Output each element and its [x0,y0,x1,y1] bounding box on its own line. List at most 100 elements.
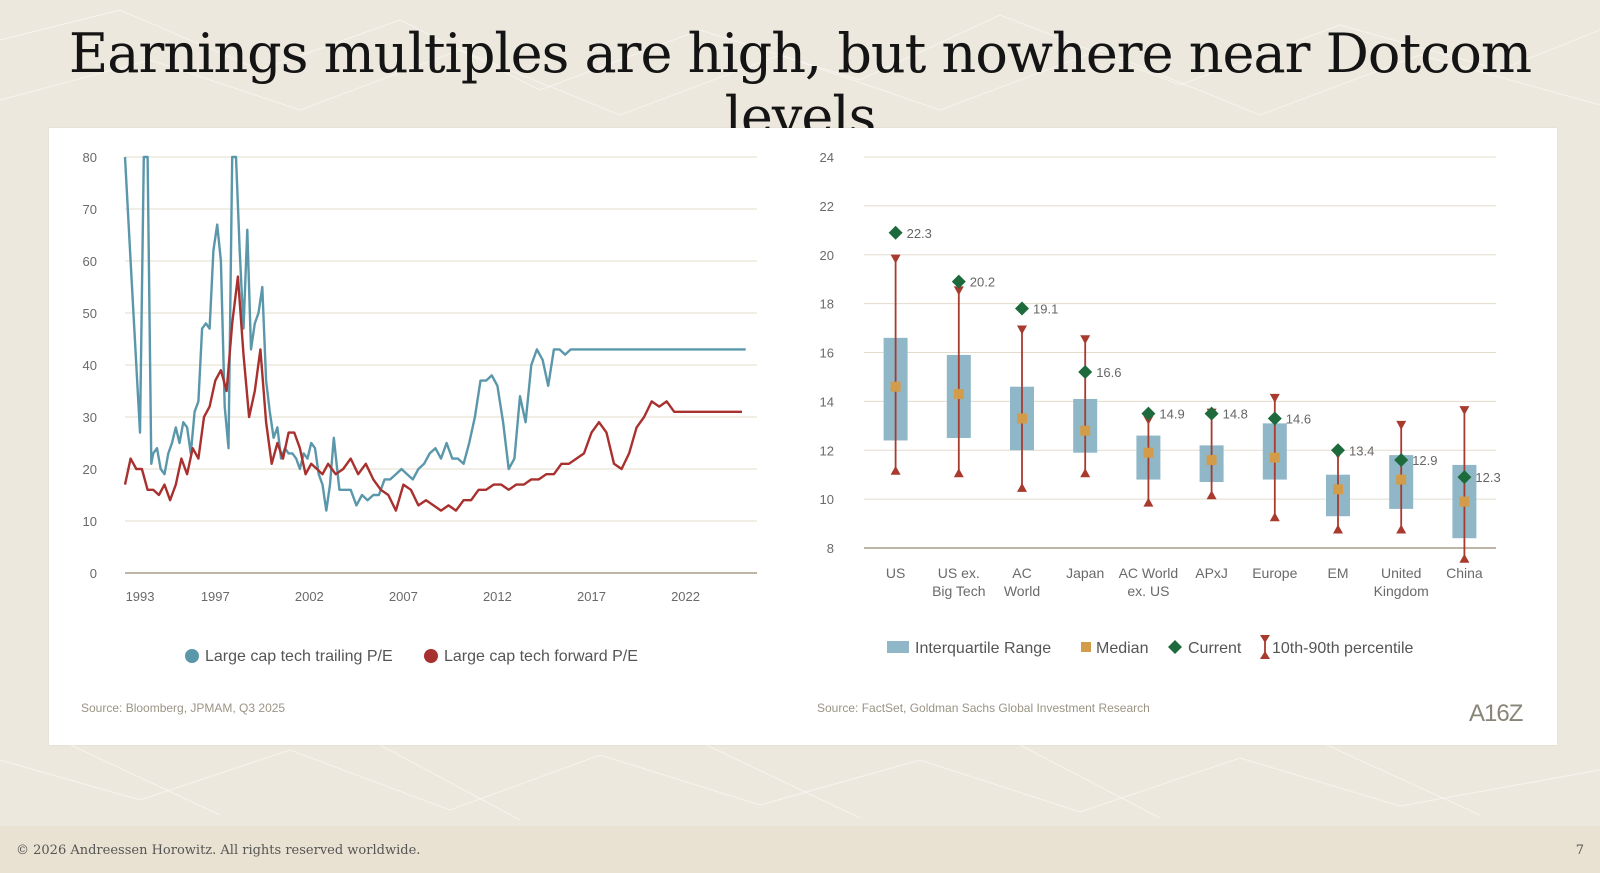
trailing-pe-line [123,155,746,512]
category-label: Europe [1252,565,1297,581]
category-label: AC [1012,565,1031,581]
p90-marker [1269,393,1280,403]
median-marker [1396,474,1407,485]
category-label: AC World [1119,565,1179,581]
legend-iqr-label: Interquartile Range [915,640,1051,657]
left-x-tick-label: 2007 [389,589,418,604]
a16z-logo: A16Z [1469,700,1524,727]
median-marker [1143,447,1154,458]
right-y-tick-label: 12 [820,443,834,458]
right-chart-source: Source: FactSet, Goldman Sachs Global In… [817,701,1150,715]
left-y-tick-label: 20 [83,462,97,477]
current-marker [1078,365,1093,380]
right-y-tick-label: 14 [820,394,834,409]
legend-whisker-cap-top [1260,635,1270,643]
category-label: US [886,565,905,581]
p90-marker [890,254,901,264]
legend-current-label: Current [1188,640,1242,657]
right-y-tick-label: 20 [820,248,834,263]
left-legend-label: Large cap tech forward P/E [444,648,638,665]
current-marker [1015,301,1029,316]
median-marker [890,381,901,392]
current-marker [888,225,903,240]
right-y-tick-label: 22 [820,199,834,214]
right-y-tick-label: 10 [820,492,834,507]
left-chart-source: Source: Bloomberg, JPMAM, Q3 2025 [81,701,286,715]
legend-current-swatch [1168,640,1182,654]
p10-marker [1080,468,1091,478]
current-marker [1204,406,1219,421]
median-marker [1017,413,1027,424]
current-marker [1394,453,1409,468]
category-label-line2: World [1004,583,1040,599]
left-y-tick-label: 50 [83,306,97,321]
category-label: Japan [1066,565,1104,581]
current-value-label: 22.3 [907,226,932,241]
left-x-tick-label: 2017 [577,589,606,604]
current-marker [1331,443,1345,458]
p10-marker [953,468,964,478]
chart-card: 0 10 20 30 40 50 60 70 80 1993 1997 2002 2007 2012 201… [49,128,1557,745]
median-marker [953,389,964,400]
p10-marker [890,465,901,475]
current-marker [951,274,966,289]
current-marker [1267,411,1282,426]
p90-marker [953,286,964,296]
current-value-label: 19.1 [1033,302,1058,317]
left-y-tick-label: 30 [83,410,97,425]
left-legend-marker [185,649,199,663]
copyright-text: © 2026 Andreessen Horowitz. All rights r… [16,843,421,858]
p10-marker [1396,524,1407,534]
median-marker [1333,484,1343,495]
left-y-tick-label: 0 [90,566,97,581]
left-y-tick-label: 40 [83,358,97,373]
category-label: US ex. [938,565,980,581]
forward-pe-line [123,275,742,512]
category-label: APxJ [1195,565,1228,581]
current-marker [1141,406,1156,421]
p10-marker [1143,497,1154,507]
left-x-tick-label: 2012 [483,589,512,604]
left-legend-label: Large cap tech trailing P/E [205,648,393,665]
left-x-tick-label: 2022 [671,589,700,604]
left-x-tick-label: 1997 [201,589,230,604]
p90-marker [1017,325,1027,335]
category-label: EM [1328,565,1349,581]
legend-iqr-swatch [887,641,909,653]
footer-bar: © 2026 Andreessen Horowitz. All rights r… [0,826,1600,873]
legend-whisker-label: 10th-90th percentile [1272,640,1414,657]
p10-marker [1017,482,1027,492]
current-marker [1457,470,1472,485]
left-legend-marker [424,649,438,663]
category-label-line2: ex. US [1127,583,1169,599]
current-value-label: 16.6 [1096,365,1121,380]
p90-marker [1459,406,1470,416]
current-value-label: 14.6 [1286,411,1311,426]
category-label: United [1381,565,1421,581]
current-value-label: 13.4 [1349,443,1374,458]
left-y-tick-label: 10 [83,514,97,529]
right-y-tick-label: 24 [820,150,834,165]
left-y-tick-label: 60 [83,254,97,269]
right-y-tick-label: 18 [820,297,834,312]
median-marker [1269,452,1280,463]
page-title: Earnings multiples are high, but nowhere… [68,22,1532,148]
p10-marker [1333,524,1343,534]
category-label-line2: Kingdom [1374,583,1429,599]
legend-median-swatch [1081,642,1091,652]
left-y-tick-label: 70 [83,202,97,217]
left-x-tick-label: 1993 [126,589,155,604]
p10-marker [1269,512,1280,522]
median-marker [1459,496,1470,507]
right-y-tick-label: 8 [827,541,834,556]
p90-marker [1396,420,1407,430]
current-value-label: 12.3 [1475,470,1500,485]
category-label: China [1446,565,1483,581]
median-marker [1080,425,1091,436]
current-value-label: 12.9 [1412,453,1437,468]
median-marker [1206,455,1217,466]
p90-marker [1080,335,1091,345]
left-y-tick-label: 80 [83,150,97,165]
legend-whisker-cap-bottom [1260,651,1270,659]
